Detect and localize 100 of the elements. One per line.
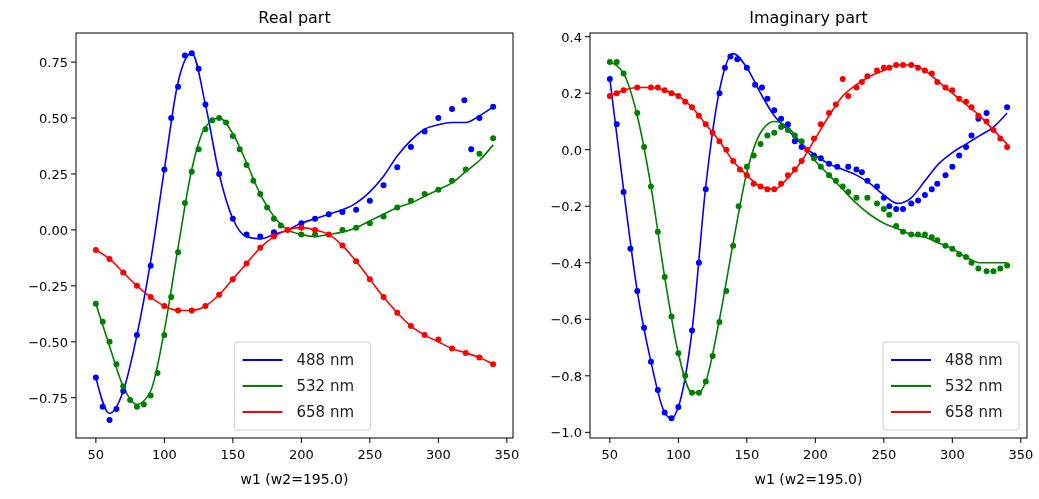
point [99,318,106,325]
point [257,233,264,240]
point [620,87,627,94]
point [791,166,798,173]
point [771,186,778,193]
point [758,84,765,91]
chart-title: Real part [258,8,331,27]
point [915,231,922,238]
point [668,90,675,97]
point [407,144,414,151]
point [257,191,264,198]
point [188,168,195,175]
legend-label: 532 nm [296,377,355,395]
chart-title: Imaginary part [749,8,868,27]
point [99,403,106,410]
point [606,93,613,100]
point [476,354,483,361]
point [647,84,654,91]
point [161,302,168,309]
x-tick-label: 350 [494,447,520,462]
point [1004,143,1011,150]
point [236,146,243,153]
point [716,138,723,145]
point [613,59,620,66]
point [243,231,250,238]
point [853,166,860,173]
y-tick-label: 0.25 [39,166,68,182]
point [133,403,140,410]
point [229,276,236,283]
point [921,231,928,238]
point [490,135,497,142]
point [277,222,284,229]
point [723,288,730,295]
x-tick-label: 50 [87,447,105,462]
point [771,107,778,114]
legend-label: 658 nm [296,403,355,421]
point [154,370,161,377]
point [689,104,696,111]
point [963,254,970,261]
x-tick-label: 200 [288,447,314,462]
point [325,211,332,218]
point [716,319,723,326]
point [804,146,811,153]
point [737,166,744,173]
point [900,228,907,235]
point [353,224,360,231]
point [983,109,990,116]
point [874,183,880,190]
point [921,67,928,74]
point [942,84,949,91]
point [668,415,675,422]
point [716,90,723,97]
point [963,98,970,105]
point [257,244,264,251]
point [668,313,675,320]
point [798,143,805,150]
point [641,324,648,331]
point [915,197,922,204]
point [339,242,346,249]
point [175,249,182,256]
point [778,115,785,122]
point [325,231,332,238]
legend-label: 532 nm [945,377,1003,395]
point [133,332,140,339]
point [695,112,702,119]
point [243,260,250,267]
point [956,251,963,258]
point [784,121,791,128]
point [627,245,634,252]
point [675,403,682,410]
point [702,186,709,193]
point [353,206,360,213]
point [661,87,668,94]
point [908,231,915,238]
point [435,115,442,122]
point [202,126,209,133]
point [934,78,941,85]
point [92,374,99,381]
point [845,93,852,100]
point [874,67,880,74]
point [695,259,702,266]
point [702,378,709,385]
point [339,209,346,216]
y-tick-label: 0.0 [561,142,582,158]
point [752,81,759,88]
point [435,336,442,343]
point [880,206,887,213]
point [394,309,401,316]
point [449,345,456,352]
point [826,109,833,116]
point [407,323,414,330]
point [168,115,175,122]
point [695,389,702,396]
point [949,87,956,94]
point [92,247,99,254]
point [689,389,696,396]
point [468,146,475,153]
point [893,206,900,213]
point [983,118,990,125]
point [817,121,824,128]
